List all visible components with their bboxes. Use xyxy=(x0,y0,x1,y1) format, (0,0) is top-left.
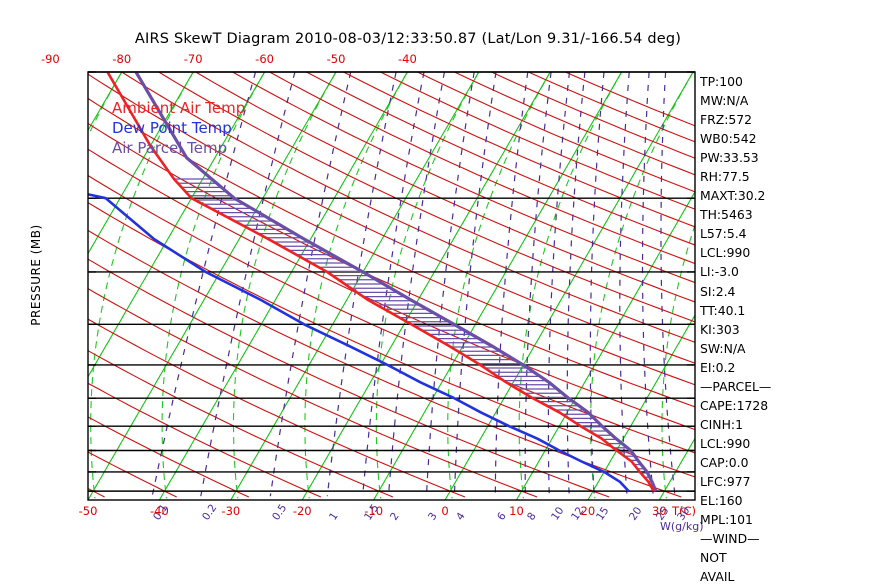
legend-ambient: Ambient Air Temp xyxy=(112,99,246,117)
index-item: MAXT:30.2 xyxy=(700,188,766,204)
index-item: CAP:0.0 xyxy=(700,454,749,470)
index-item: LFC:977 xyxy=(700,473,751,489)
bottom-temp-tick: -10 xyxy=(364,504,384,518)
index-item: PW:33.53 xyxy=(700,150,759,166)
legend-parcel: Air Parcel Temp xyxy=(112,139,228,157)
mixing-ratio-axis-label: W(g/kg) xyxy=(660,520,704,533)
top-temp-tick: -80 xyxy=(112,52,132,66)
index-item: TT:40.1 xyxy=(700,302,746,318)
bottom-temp-tick: 0 xyxy=(441,504,449,518)
index-item: MW:N/A xyxy=(700,93,749,109)
index-item: EL:160 xyxy=(700,493,743,509)
index-item: WB0:542 xyxy=(700,131,757,147)
index-item: AVAIL xyxy=(700,569,735,585)
index-item: LCL:990 xyxy=(700,245,751,261)
index-item: MPL:101 xyxy=(700,512,753,528)
top-temp-tick: -50 xyxy=(326,52,346,66)
index-item: LI:-3.0 xyxy=(700,264,739,280)
index-item: L57:5.4 xyxy=(700,226,747,242)
index-item: RH:77.5 xyxy=(700,169,750,185)
index-item: EI:0.2 xyxy=(700,359,736,375)
index-item: TP:100 xyxy=(700,74,743,89)
legend-dewpoint: Dew Point Temp xyxy=(112,119,232,137)
plot-border xyxy=(87,71,696,501)
bottom-temp-tick: -20 xyxy=(292,504,312,518)
index-item: NOT xyxy=(700,550,727,566)
axis-ticks xyxy=(88,71,695,492)
index-item: CAPE:1728 xyxy=(700,397,769,413)
index-item: SI:2.4 xyxy=(700,283,736,299)
cape-hatching xyxy=(174,178,656,491)
top-temp-tick: -60 xyxy=(255,52,274,66)
top-temp-tick: -90 xyxy=(40,52,60,66)
index-item: —WIND— xyxy=(700,531,760,547)
page-title: AIRS SkewT Diagram 2010-08-03/12:33:50.8… xyxy=(134,31,682,47)
bottom-temp-tick: 10 xyxy=(509,504,524,518)
index-item: —PARCEL— xyxy=(700,378,772,394)
index-item: FRZ:572 xyxy=(700,112,753,128)
temperature-axis-label: T(C) xyxy=(672,504,697,518)
index-item: TH:5463 xyxy=(700,207,753,223)
top-temp-tick: -40 xyxy=(398,52,417,66)
index-item: LCL:990 xyxy=(700,435,751,451)
top-temp-tick: -70 xyxy=(183,52,203,66)
index-item: CINH:1 xyxy=(700,416,743,432)
stability-indices-panel: TP:100 MW:N/A FRZ:572 WB0:542 PW:33.53 RH:77.… xyxy=(700,72,860,586)
skewt-plot-canvas xyxy=(87,71,696,501)
bottom-temp-tick: -30 xyxy=(221,504,241,518)
legend: Ambient Air Temp Dew Point Temp Air Parc… xyxy=(112,98,245,158)
bottom-temp-tick: 20 xyxy=(580,504,596,518)
index-item: KI:303 xyxy=(700,321,740,337)
bottom-temp-tick: -50 xyxy=(78,504,98,518)
bottom-temp-tick: -40 xyxy=(150,504,169,518)
index-item: SW:N/A xyxy=(700,340,746,356)
bottom-temp-tick: 30 xyxy=(651,504,667,518)
skewt-figure: AIRS SkewT Diagram 2010-08-03/12:33:50.8… xyxy=(29,31,772,585)
sounding-curves xyxy=(88,72,658,492)
